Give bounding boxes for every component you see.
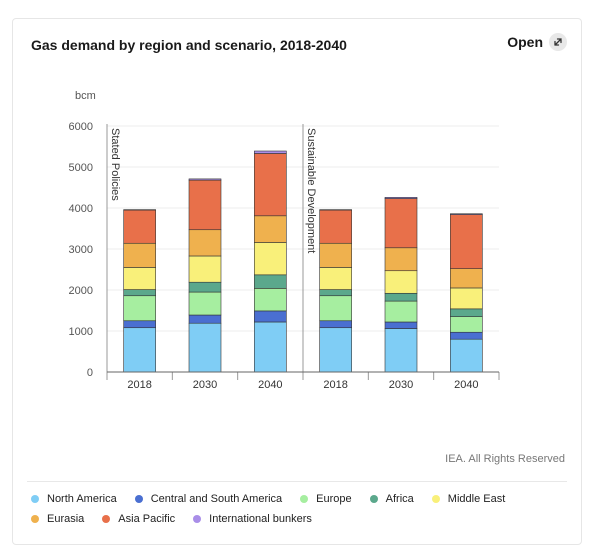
bar-segment	[188, 314, 222, 324]
bar-segment	[384, 247, 418, 272]
group-label: Stated Policies	[109, 128, 121, 201]
bar-segment	[319, 295, 352, 322]
bar-segment	[123, 267, 156, 290]
copyright-credit: IEA. All Rights Reserved	[445, 453, 565, 465]
legend-label: Eurasia	[47, 513, 85, 525]
x-tick-label: 2040	[258, 379, 282, 391]
bar-segment	[123, 289, 156, 297]
bar-segment	[254, 288, 287, 312]
x-tick-label: 2018	[323, 379, 347, 391]
bar-segment	[254, 242, 287, 276]
legend-label: Africa	[385, 493, 414, 505]
legend-swatch	[31, 495, 39, 503]
bar-segment	[319, 327, 352, 373]
legend-item[interactable]: Central and South America	[134, 493, 283, 505]
bar-segment	[384, 197, 418, 199]
bar-segment	[319, 267, 352, 290]
legend-item[interactable]: Africa	[369, 493, 414, 505]
legend-label: International bunkers	[209, 513, 312, 525]
bar-segment	[450, 213, 483, 215]
legend-swatch	[31, 515, 39, 523]
chart-card: Gas demand by region and scenario, 2018-…	[12, 18, 582, 545]
bar-segment	[450, 268, 483, 289]
legend-label: Asia Pacific	[118, 513, 176, 525]
bar-segment	[188, 229, 222, 257]
bar-segment	[188, 281, 222, 293]
legend-swatch	[134, 495, 143, 503]
legend-item[interactable]: International bunkers	[193, 513, 312, 525]
legend-swatch	[369, 495, 378, 503]
legend-item[interactable]: Asia Pacific	[102, 513, 175, 525]
bar-segment	[254, 310, 287, 323]
bar-segment	[254, 153, 287, 217]
legend-label: North America	[47, 493, 117, 505]
bar-segment	[188, 255, 222, 283]
bar-segment	[319, 289, 352, 297]
bar-segment	[384, 321, 418, 329]
bar-segment	[450, 214, 483, 269]
legend-swatch	[300, 495, 309, 503]
y-tick-label: 5000	[69, 162, 93, 174]
legend-swatch	[102, 515, 111, 523]
bar-segment	[254, 274, 287, 289]
legend-divider	[27, 481, 567, 482]
chart-legend: North America Central and South America Eu…	[31, 493, 571, 525]
legend-label: Middle East	[447, 493, 506, 505]
group-label: Sustainable Development	[305, 128, 317, 253]
open-label: Open	[507, 34, 543, 50]
y-tick-label: 2000	[69, 285, 93, 297]
open-button[interactable]: Open	[507, 33, 567, 51]
y-tick-label: 0	[87, 367, 93, 379]
bar-segment	[188, 291, 222, 316]
y-unit-label: bcm	[75, 90, 96, 102]
bar-segment	[384, 328, 418, 373]
legend-label: Europe	[316, 493, 352, 505]
y-tick-label: 6000	[69, 121, 93, 133]
y-tick-label: 3000	[69, 244, 93, 256]
bar-segment	[450, 308, 483, 317]
bar-segment	[450, 287, 483, 310]
legend-item[interactable]: Europe	[300, 493, 352, 505]
bar-segment	[123, 209, 156, 244]
y-tick-label: 1000	[69, 326, 93, 338]
bar-segment	[123, 295, 156, 322]
stacked-bar-chart: bcm 0 1000 2000 3000 4000 5000 6000 Stated Polic…	[69, 90, 500, 391]
legend-item[interactable]: Middle East	[431, 493, 506, 505]
bar-segment	[188, 178, 222, 181]
bar-segment	[123, 327, 156, 373]
x-tick-label: 2030	[389, 379, 413, 391]
legend-swatch	[193, 515, 202, 523]
x-tick-label: 2030	[193, 379, 217, 391]
bar-segment	[450, 316, 483, 333]
bar-segment	[123, 242, 156, 268]
y-tick-label: 4000	[69, 203, 93, 215]
bar-segment	[384, 292, 418, 302]
bar-segment	[384, 300, 418, 323]
bar-segment	[188, 322, 222, 373]
bar-segment	[450, 331, 483, 340]
x-tick-label: 2018	[127, 379, 151, 391]
bar-segment	[450, 338, 483, 373]
bar-segment	[188, 179, 222, 231]
bar-segment	[254, 215, 287, 243]
bar-segment	[319, 320, 352, 329]
bar-segment	[254, 150, 287, 154]
bar-segment	[384, 198, 418, 249]
bar-segment	[384, 270, 418, 294]
bar-segment	[254, 321, 287, 373]
bar-segment	[319, 242, 352, 268]
legend-swatch	[431, 495, 440, 503]
chart-title: Gas demand by region and scenario, 2018-…	[31, 37, 347, 53]
legend-label: Central and South America	[150, 493, 283, 505]
expand-icon	[549, 33, 567, 51]
bar-segment	[319, 209, 352, 244]
legend-item[interactable]: Eurasia	[31, 513, 84, 525]
bar-segment	[123, 320, 156, 329]
legend-item[interactable]: North America	[31, 493, 117, 505]
x-tick-label: 2040	[454, 379, 478, 391]
